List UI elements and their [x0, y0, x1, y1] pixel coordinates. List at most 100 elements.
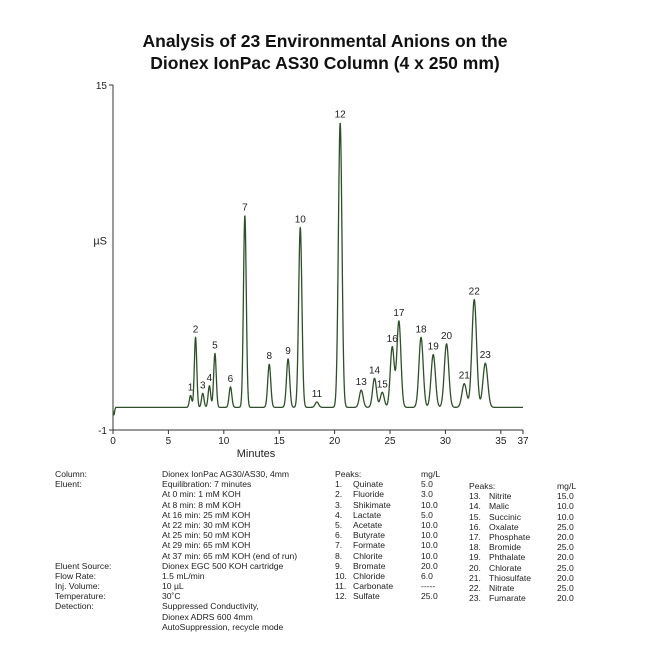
peak-name: Succinic: [489, 511, 521, 522]
peak-label: 21: [459, 371, 471, 382]
peak-num: 23.: [469, 593, 481, 604]
peak-conc: 20.0: [557, 531, 574, 542]
x-tick-label: 5: [166, 436, 172, 447]
peak-num: 21.: [469, 572, 481, 583]
peak-num: 6.: [335, 530, 343, 541]
chart-title: Analysis of 23 Environmental Anions on t…: [0, 30, 650, 74]
peak-num: 8.: [335, 550, 343, 561]
condition-value: Dionex ADRS 600 4mm: [162, 611, 253, 622]
condition-value: At 25 min: 50 mM KOH: [162, 530, 251, 541]
condition-label: Detection:: [55, 601, 94, 612]
peak-num: 1.: [335, 479, 343, 490]
peak-name: Lactate: [353, 509, 382, 520]
peak-name: Malic: [489, 501, 510, 512]
y-tick-label: 15: [96, 81, 108, 92]
peak-label: 15: [377, 379, 389, 390]
peak-num: 20.: [469, 562, 481, 573]
peak-conc: 10.0: [421, 499, 438, 510]
peak-conc: 10.0: [421, 519, 438, 530]
peak-label: 9: [285, 346, 291, 357]
condition-value: At 22 min: 30 mM KOH: [162, 519, 251, 530]
peak-label: 11: [312, 389, 323, 400]
peak-row: 21. Thiosulfate 20.0: [469, 573, 587, 583]
peak-name: Phosphate: [489, 531, 531, 542]
condition-label: Inj. Volume:: [55, 581, 100, 592]
condition-row: Dionex ADRS 600 4mm: [55, 612, 297, 622]
peak-conc: -----: [421, 581, 436, 592]
y-tick-label: -1: [98, 426, 107, 437]
condition-row: At 16 min: 25 mM KOH: [55, 510, 297, 520]
peak-row: 1. Quinate 5.0: [335, 479, 451, 489]
condition-value: Suppressed Conductivity,: [162, 601, 259, 612]
peaks-header-unit: mg/L: [557, 481, 577, 491]
condition-value: At 29 min: 65 mM KOH: [162, 540, 251, 551]
peak-row: 18. Bromide 25.0: [469, 542, 587, 552]
condition-row: At 8 min: 8 mM KOH: [55, 500, 297, 510]
condition-row: Eluent: Equilibration: 7 minutes: [55, 479, 297, 489]
peak-row: 3. Shikimate 10.0: [335, 500, 451, 510]
peak-name: Fluoride: [353, 489, 385, 500]
peak-num: 12.: [335, 591, 347, 602]
peak-row: 8. Chlorite 10.0: [335, 551, 451, 561]
condition-label: Column:: [55, 469, 87, 479]
x-tick-label: 10: [218, 436, 230, 447]
x-tick-label: 0: [110, 436, 116, 447]
peak-name: Nitrate: [489, 582, 515, 593]
peak-conc: 25.0: [557, 582, 574, 593]
condition-row: At 0 min: 1 mM KOH: [55, 489, 297, 499]
peak-label: 4: [207, 373, 213, 384]
peak-conc: 5.0: [421, 509, 433, 520]
condition-row: At 22 min: 30 mM KOH: [55, 520, 297, 530]
peak-num: 10.: [335, 570, 347, 581]
peak-label: 18: [415, 324, 427, 335]
y-axis-title: µS: [93, 235, 107, 247]
peak-row: 19. Phthalate 20.0: [469, 552, 587, 562]
condition-row: Inj. Volume: 10 µL: [55, 581, 297, 591]
peak-label: 23: [480, 350, 492, 361]
peak-label: 13: [356, 377, 368, 388]
peak-name: Phthalate: [489, 552, 526, 563]
peak-label: 6: [228, 374, 234, 385]
peaks-header-label: Peaks:: [335, 469, 362, 479]
peak-label: 5: [212, 340, 218, 351]
condition-row: Temperature: 30˚C: [55, 591, 297, 601]
peak-conc: 20.0: [557, 593, 574, 604]
peak-row: 4. Lactate 5.0: [335, 510, 451, 520]
peaks-table-header: Peaks: mg/L: [335, 469, 451, 479]
peak-name: Nitrite: [489, 491, 512, 502]
peak-label: 1: [188, 383, 194, 394]
peak-label: 8: [266, 351, 272, 362]
peak-label: 19: [428, 342, 440, 353]
condition-value: At 16 min: 25 mM KOH: [162, 509, 251, 520]
condition-label: Eluent Source:: [55, 560, 112, 571]
peak-name: Thiosulfate: [489, 572, 532, 583]
peak-conc: 25.0: [421, 591, 438, 602]
peak-label: 17: [393, 308, 405, 319]
peak-conc: 10.0: [557, 501, 574, 512]
peak-num: 17.: [469, 531, 481, 542]
peak-conc: 10.0: [557, 511, 574, 522]
peak-conc: 25.0: [557, 562, 574, 573]
peak-name: Oxalate: [489, 521, 519, 532]
peak-num: 14.: [469, 501, 481, 512]
condition-row: At 37 min: 65 mM KOH (end of run): [55, 551, 297, 561]
peak-conc: 20.0: [557, 552, 574, 563]
conditions-block: Column: Dionex IonPac AG30/AS30, 4mm Eluen…: [55, 469, 297, 632]
peak-name: Acetate: [353, 519, 383, 530]
peak-name: Formate: [353, 540, 385, 551]
peak-num: 7.: [335, 540, 343, 551]
condition-row: Column: Dionex IonPac AG30/AS30, 4mm: [55, 469, 297, 479]
peak-row: 5. Acetate 10.0: [335, 520, 451, 530]
peak-label: 2: [193, 324, 199, 335]
peak-row: 13. Nitrite 15.0: [469, 491, 587, 501]
peak-name: Bromide: [489, 542, 521, 553]
condition-value: 10 µL: [162, 581, 184, 592]
x-tick-label: 15: [274, 436, 286, 447]
peak-num: 16.: [469, 521, 481, 532]
peak-name: Butyrate: [353, 530, 386, 541]
condition-row: Eluent Source: Dionex EGC 500 KOH cartrid…: [55, 561, 297, 571]
peak-conc: 3.0: [421, 489, 433, 500]
condition-value: At 8 min: 8 mM KOH: [162, 499, 241, 510]
chart-title-line-2: Dionex IonPac AS30 Column (4 x 250 mm): [150, 53, 500, 73]
